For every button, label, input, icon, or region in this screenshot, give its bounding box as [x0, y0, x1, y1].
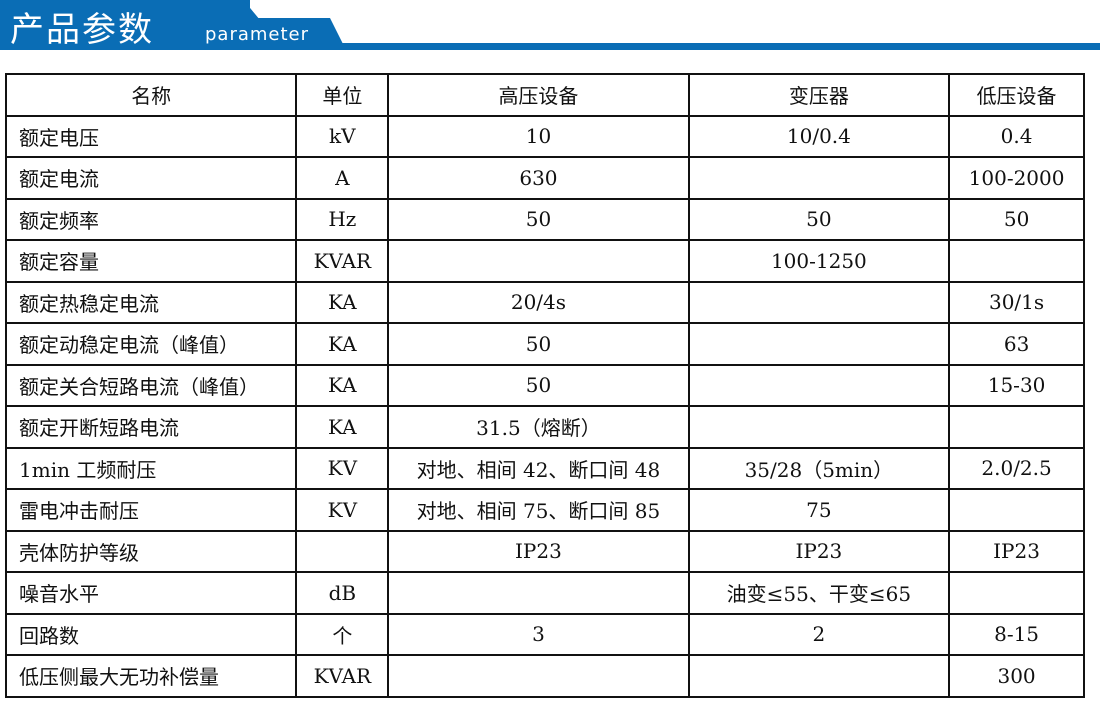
table-cell: 额定电流 [4, 156, 298, 200]
table-cell: A [295, 156, 390, 200]
table-cell: Hz [295, 197, 390, 241]
page-subtitle: parameter [205, 24, 310, 45]
table-cell: dB [295, 571, 390, 615]
table-cell: 50 [387, 322, 690, 366]
table-cell: IP23 [687, 529, 951, 573]
column-header: 高压设备 [387, 73, 690, 117]
column-header: 单位 [295, 73, 390, 117]
table-cell: 50 [387, 197, 690, 241]
table-cell: KA [295, 405, 390, 449]
table-cell: 2.0/2.5 [948, 446, 1085, 490]
table-row: 额定开断短路电流 KA 31.5（熔断） [4, 405, 1085, 449]
table-row: 额定电流 A 630 100-2000 [4, 156, 1085, 200]
table-cell [948, 405, 1085, 449]
table-cell: 50 [687, 197, 951, 241]
parameter-table: 名称 单位 高压设备 变压器 低压设备 额定电压 kV 10 10/0.4 0.4 额定电流 A 63… [4, 73, 1085, 698]
table-cell: 100-2000 [948, 156, 1085, 200]
table-cell [687, 654, 951, 698]
table-cell: KVAR [295, 239, 390, 283]
table-cell: 额定热稳定电流 [4, 280, 298, 324]
table-cell: 63 [948, 322, 1085, 366]
table-row: 1min 工频耐压 KV 对地、相间 42、断口间 48 35/28（5min） 2.0… [4, 446, 1085, 490]
table-cell: 15-30 [948, 363, 1085, 407]
table-cell: 31.5（熔断） [387, 405, 690, 449]
column-header: 名称 [4, 73, 298, 117]
table-cell: 0.4 [948, 114, 1085, 158]
header-band-line [0, 43, 1100, 50]
table-cell: KV [295, 488, 390, 532]
table-cell: 雷电冲击耐压 [4, 488, 298, 532]
table-row: 额定容量 KVAR 100-1250 [4, 239, 1085, 283]
table-cell: 10/0.4 [687, 114, 951, 158]
column-header: 低压设备 [948, 73, 1085, 117]
table-cell: 75 [687, 488, 951, 532]
table-cell: 8-15 [948, 612, 1085, 656]
table-cell [687, 156, 951, 200]
table-row: 额定动稳定电流（峰值） KA 50 63 [4, 322, 1085, 366]
table-cell: 10 [387, 114, 690, 158]
table-cell: 噪音水平 [4, 571, 298, 615]
table-cell: 3 [387, 612, 690, 656]
table-cell: kV [295, 114, 390, 158]
table-cell: 额定动稳定电流（峰值） [4, 322, 298, 366]
table-row: 额定频率 Hz 50 50 50 [4, 197, 1085, 241]
table-cell: 壳体防护等级 [4, 529, 298, 573]
table-cell: 额定频率 [4, 197, 298, 241]
header-band-slant [230, 0, 260, 20]
table-cell: 100-1250 [687, 239, 951, 283]
table-cell [387, 571, 690, 615]
table-cell: 35/28（5min） [687, 446, 951, 490]
table-cell: 2 [687, 612, 951, 656]
table-cell: 50 [387, 363, 690, 407]
table-header-row: 名称 单位 高压设备 变压器 低压设备 [4, 73, 1085, 117]
table-cell: 油变≤55、干变≤65 [687, 571, 951, 615]
table-row: 低压侧最大无功补偿量 KVAR 300 [4, 654, 1085, 698]
table-cell: 额定电压 [4, 114, 298, 158]
table-cell: KV [295, 446, 390, 490]
table-cell: 回路数 [4, 612, 298, 656]
page-title: 产品参数 [10, 10, 154, 50]
table-cell: 300 [948, 654, 1085, 698]
table-cell: 1min 工频耐压 [4, 446, 298, 490]
table-cell: 额定容量 [4, 239, 298, 283]
table-cell [687, 322, 951, 366]
table-cell: 对地、相间 75、断口间 85 [387, 488, 690, 532]
column-header: 变压器 [687, 73, 951, 117]
table-cell [948, 239, 1085, 283]
table-cell [687, 363, 951, 407]
table-row: 壳体防护等级 IP23 IP23 IP23 [4, 529, 1085, 573]
table-cell: 低压侧最大无功补偿量 [4, 654, 298, 698]
table-row: 回路数个 3 2 8-15 [4, 612, 1085, 656]
table-row: 噪音水平 dB 油变≤55、干变≤65 [4, 571, 1085, 615]
table-cell: IP23 [948, 529, 1085, 573]
table-cell: 对地、相间 42、断口间 48 [387, 446, 690, 490]
table-row: 额定关合短路电流（峰值） KA 50 15-30 [4, 363, 1085, 407]
table-cell: 50 [948, 197, 1085, 241]
table-cell [687, 280, 951, 324]
table-cell [387, 239, 690, 283]
table-cell: 30/1s [948, 280, 1085, 324]
table-cell: KA [295, 280, 390, 324]
table-cell: IP23 [387, 529, 690, 573]
table-cell: KVAR [295, 654, 390, 698]
table-cell [948, 488, 1085, 532]
table-cell: 630 [387, 156, 690, 200]
table-cell: 20/4s [387, 280, 690, 324]
table-cell: 额定开断短路电流 [4, 405, 298, 449]
table-cell: 额定关合短路电流（峰值） [4, 363, 298, 407]
table-cell: KA [295, 363, 390, 407]
table-row: 雷电冲击耐压 KV 对地、相间 75、断口间 85 75 [4, 488, 1085, 532]
table-cell [948, 571, 1085, 615]
table-cell [295, 529, 390, 573]
table-cell [687, 405, 951, 449]
table-cell [387, 654, 690, 698]
table-row: 额定热稳定电流 KA 20/4s 30/1s [4, 280, 1085, 324]
table-cell: 个 [295, 612, 390, 656]
table-row: 额定电压 kV 10 10/0.4 0.4 [4, 114, 1085, 158]
table-cell: KA [295, 322, 390, 366]
